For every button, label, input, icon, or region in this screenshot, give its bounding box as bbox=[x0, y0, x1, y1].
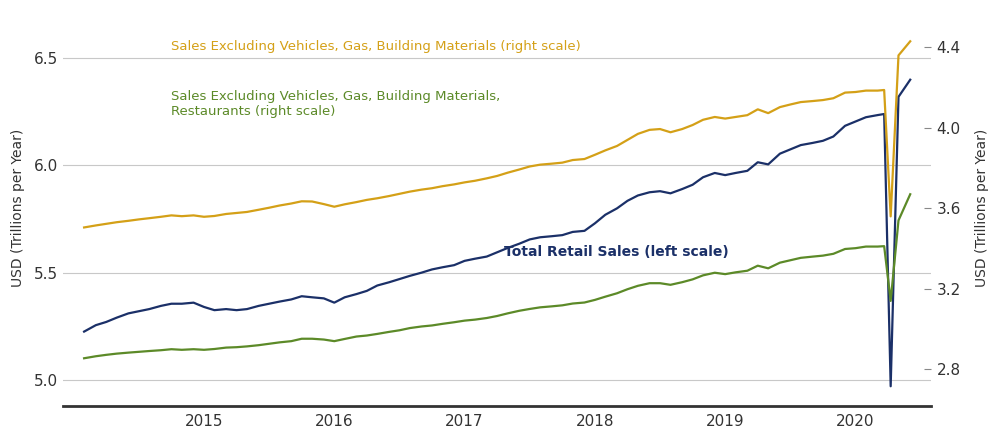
Y-axis label: USD (Trillions per Year): USD (Trillions per Year) bbox=[975, 129, 989, 287]
Text: Sales Excluding Vehicles, Gas, Building Materials (right scale): Sales Excluding Vehicles, Gas, Building … bbox=[171, 40, 581, 53]
Text: Total Retail Sales (left scale): Total Retail Sales (left scale) bbox=[504, 245, 728, 259]
Y-axis label: USD (Trillions per Year): USD (Trillions per Year) bbox=[11, 129, 25, 287]
Text: Sales Excluding Vehicles, Gas, Building Materials,
Restaurants (right scale): Sales Excluding Vehicles, Gas, Building … bbox=[171, 90, 501, 118]
